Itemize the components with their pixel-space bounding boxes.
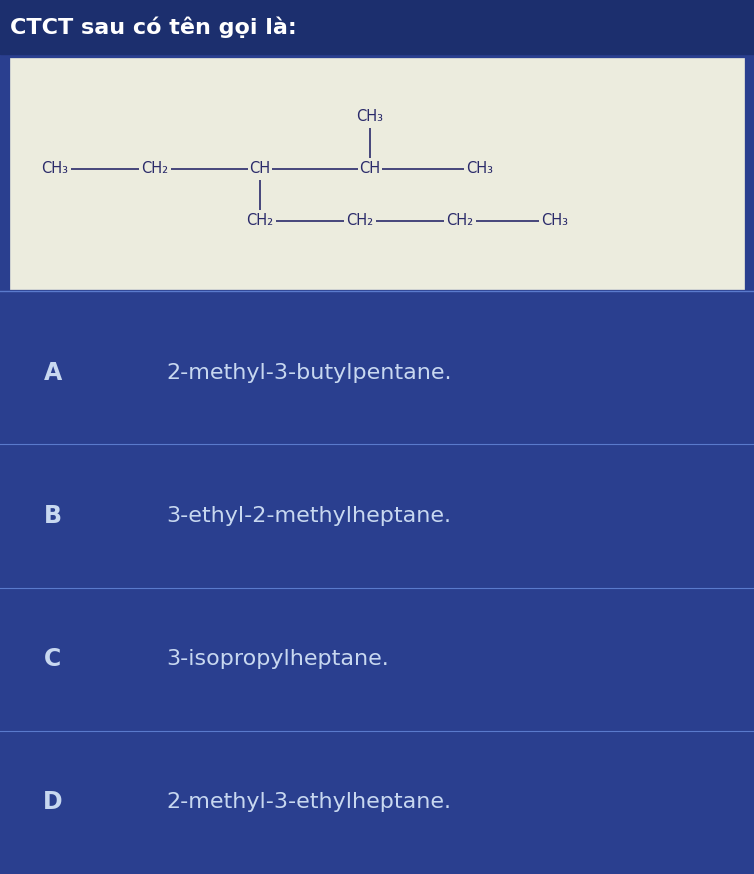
Text: A: A <box>44 361 62 385</box>
Text: CH₃: CH₃ <box>357 109 384 124</box>
Text: CH₂: CH₂ <box>247 213 274 228</box>
Bar <box>10 58 744 289</box>
Text: B: B <box>44 504 62 528</box>
Text: 2-methyl-3-ethylheptane.: 2-methyl-3-ethylheptane. <box>166 793 451 812</box>
Text: C: C <box>44 647 61 671</box>
Text: CH₃: CH₃ <box>467 162 494 177</box>
Text: CH₂: CH₂ <box>142 162 169 177</box>
Text: 2-methyl-3-butylpentane.: 2-methyl-3-butylpentane. <box>166 363 452 383</box>
Text: CTCT sau có tên gọi là:: CTCT sau có tên gọi là: <box>10 17 297 38</box>
Text: CH: CH <box>250 162 271 177</box>
Text: CH: CH <box>360 162 381 177</box>
Text: CH₃: CH₃ <box>41 162 69 177</box>
Text: CH₃: CH₃ <box>541 213 569 228</box>
Text: 3-isopropylheptane.: 3-isopropylheptane. <box>166 649 388 669</box>
Text: CH₂: CH₂ <box>346 213 373 228</box>
Text: 3-ethyl-2-methylheptane.: 3-ethyl-2-methylheptane. <box>166 506 451 526</box>
Text: D: D <box>43 790 63 815</box>
Text: CH₂: CH₂ <box>446 213 474 228</box>
Bar <box>0 0 754 54</box>
